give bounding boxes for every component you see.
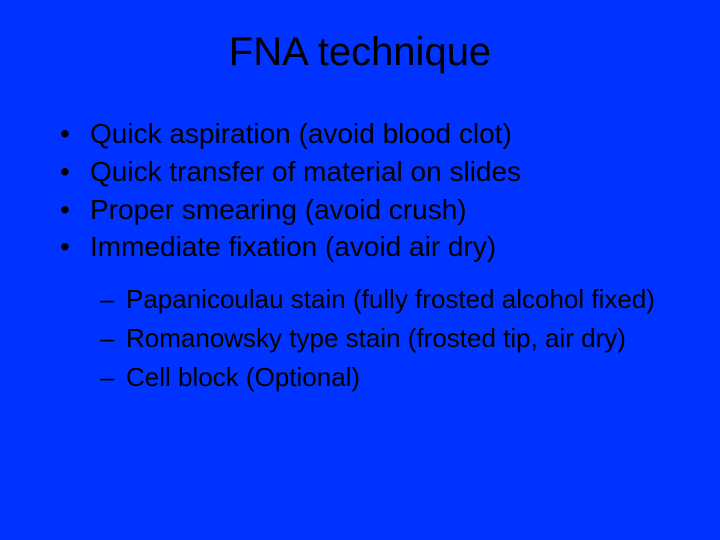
list-item: • Immediate fixation (avoid air dry): [60, 228, 680, 266]
bullet-text: Immediate fixation (avoid air dry): [90, 228, 496, 266]
list-item: • Quick transfer of material on slides: [60, 153, 680, 191]
bullet-icon: •: [60, 191, 90, 229]
sub-bullet-text: Papanicoulau stain (fully frosted alcoho…: [126, 280, 655, 319]
dash-icon: –: [100, 319, 126, 358]
bullet-icon: •: [60, 153, 90, 191]
bullet-icon: •: [60, 228, 90, 266]
list-item: – Romanowsky type stain (frosted tip, ai…: [100, 319, 680, 358]
bullet-text: Quick transfer of material on slides: [90, 153, 521, 191]
bullet-icon: •: [60, 115, 90, 153]
sub-bullet-text: Romanowsky type stain (frosted tip, air …: [126, 319, 626, 358]
sub-bullet-text: Cell block (Optional): [126, 358, 360, 397]
bullet-text: Proper smearing (avoid crush): [90, 191, 467, 229]
bullet-text: Quick aspiration (avoid blood clot): [90, 115, 512, 153]
dash-icon: –: [100, 280, 126, 319]
list-item: – Cell block (Optional): [100, 358, 680, 397]
list-item: • Quick aspiration (avoid blood clot): [60, 115, 680, 153]
list-item: • Proper smearing (avoid crush): [60, 191, 680, 229]
dash-icon: –: [100, 358, 126, 397]
list-item: – Papanicoulau stain (fully frosted alco…: [100, 280, 680, 319]
slide-title: FNA technique: [40, 30, 680, 75]
sub-bullet-list: – Papanicoulau stain (fully frosted alco…: [40, 280, 680, 397]
bullet-list: • Quick aspiration (avoid blood clot) • …: [40, 115, 680, 266]
